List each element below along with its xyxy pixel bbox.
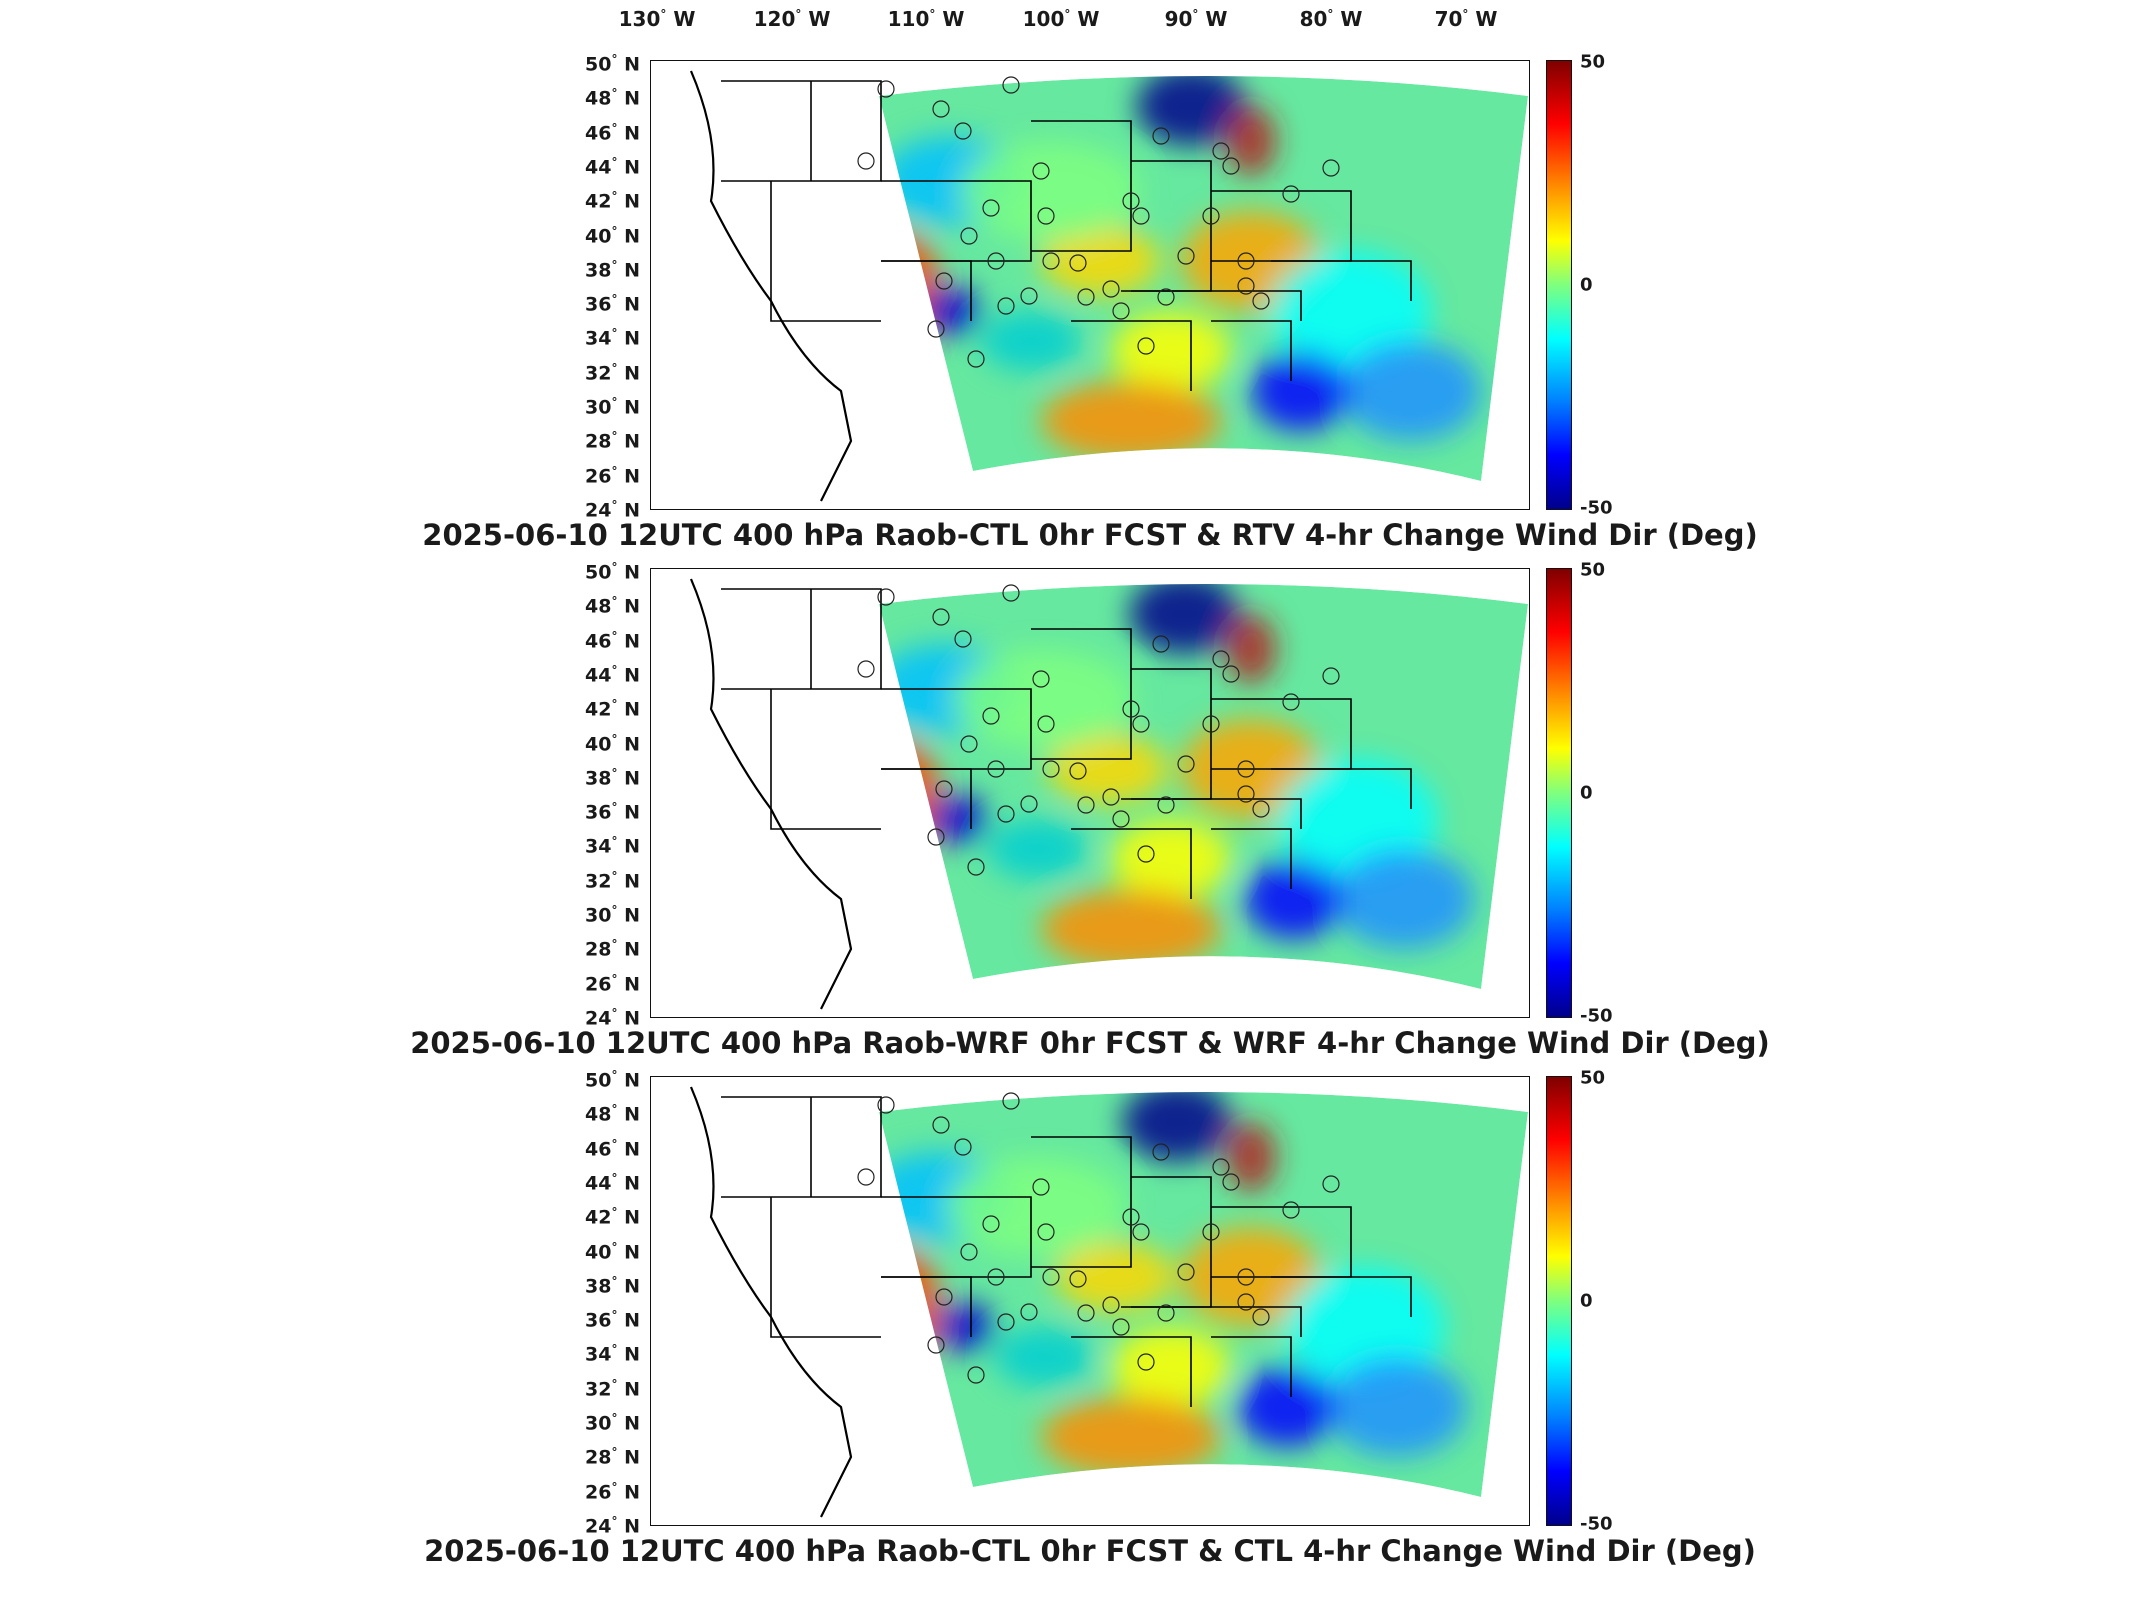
lat-label-46n: 46° N (585, 1136, 640, 1161)
panel-title: 2025-06-10 12UTC 400 hPa Raob-CTL 0hr FC… (424, 1534, 1756, 1568)
lat-label-42n: 42° N (585, 697, 640, 721)
lat-label-24n: 24° N (585, 1006, 640, 1030)
lon-label-80w: 80° W (1299, 7, 1363, 31)
wind-direction-map (689, 578, 1528, 1010)
lon-label-100w: 100° W (1022, 7, 1100, 31)
raob-station-markers (857, 76, 1340, 368)
lat-label-48n: 48° N (585, 594, 640, 618)
lat-label-38n: 38° N (585, 258, 640, 282)
lat-label-46n: 46° N (585, 120, 640, 145)
state-boundaries (689, 1086, 1412, 1518)
lat-label-40n: 40° N (585, 731, 640, 756)
color-field (879, 584, 1528, 989)
colorbar-max-label: 50 (1580, 1067, 1606, 1089)
lat-label-32n: 32° N (585, 1377, 640, 1401)
lat-label-46n: 46° N (585, 628, 640, 653)
lat-label-36n: 36° N (585, 1308, 640, 1332)
lat-label-44n: 44° N (585, 155, 640, 179)
lat-label-26n: 26° N (585, 971, 640, 996)
lat-label-26n: 26° N (585, 463, 640, 488)
lat-label-28n: 28° N (585, 1445, 640, 1469)
map-panel-wrf: 50° N 48° N 46° N 44° N 42° N 40° N 38° N 36° N… (0, 560, 2133, 1078)
lat-label-48n: 48° N (585, 1102, 640, 1126)
wind-direction-map (689, 70, 1528, 502)
lat-label-34n: 34° N (585, 1342, 640, 1367)
state-boundaries (689, 578, 1412, 1010)
panel-title: 2025-06-10 12UTC 400 hPa Raob-CTL 0hr FC… (422, 518, 1758, 552)
raob-station-markers (857, 584, 1340, 876)
colorbar (1546, 568, 1572, 1018)
colorbar-min-label: -50 (1580, 497, 1613, 519)
raob-station-markers (857, 1092, 1340, 1384)
color-field (879, 1092, 1528, 1497)
lat-label-50n: 50° N (585, 1068, 640, 1092)
lat-label-40n: 40° N (585, 1239, 640, 1264)
lon-label-130w: 130° W (618, 7, 696, 31)
lat-label-24n: 24° N (585, 498, 640, 522)
lat-label-32n: 32° N (585, 869, 640, 893)
lat-label-32n: 32° N (585, 361, 640, 385)
lat-label-42n: 42° N (585, 1205, 640, 1229)
lat-label-24n: 24° N (585, 1514, 640, 1538)
colorbar (1546, 1076, 1572, 1526)
wind-direction-map (689, 1086, 1528, 1518)
lat-label-34n: 34° N (585, 326, 640, 351)
lat-label-36n: 36° N (585, 292, 640, 316)
colorbar-min-label: -50 (1580, 1513, 1613, 1535)
lat-label-38n: 38° N (585, 766, 640, 790)
lat-label-44n: 44° N (585, 663, 640, 687)
colorbar-min-label: -50 (1580, 1005, 1613, 1027)
lat-label-40n: 40° N (585, 223, 640, 248)
lon-label-90w: 90° W (1164, 7, 1228, 31)
lat-label-50n: 50° N (585, 52, 640, 76)
colorbar-mid-label: 0 (1580, 274, 1593, 296)
lat-label-44n: 44° N (585, 1171, 640, 1195)
map-panel-ctl: 50° N 48° N 46° N 44° N 42° N 40° N 38° N 36° N… (0, 1068, 2133, 1586)
colorbar (1546, 60, 1572, 510)
lat-label-42n: 42° N (585, 189, 640, 213)
lat-label-36n: 36° N (585, 800, 640, 824)
map-frame (650, 60, 1530, 510)
map-frame (650, 568, 1530, 1018)
state-boundaries (689, 70, 1412, 502)
map-panel-rtv: 50° N 48° N 46° N 44° N 42° N 40° N 38° N 36° N… (0, 52, 2133, 570)
lat-label-28n: 28° N (585, 937, 640, 961)
longitude-axis: 130° W 120° W 110° W 100° W 90° W 80° W … (0, 0, 2133, 40)
map-frame (650, 1076, 1530, 1526)
lat-label-30n: 30° N (585, 395, 640, 419)
lat-label-50n: 50° N (585, 560, 640, 584)
colorbar-mid-label: 0 (1580, 782, 1593, 804)
lat-label-26n: 26° N (585, 1479, 640, 1504)
lat-label-38n: 38° N (585, 1274, 640, 1298)
colorbar-max-label: 50 (1580, 51, 1606, 73)
lon-label-120w: 120° W (753, 7, 831, 31)
lon-label-110w: 110° W (887, 7, 965, 31)
colorbar-mid-label: 0 (1580, 1290, 1593, 1312)
color-field (879, 76, 1528, 481)
lon-label-70w: 70° W (1434, 7, 1498, 31)
lat-label-30n: 30° N (585, 903, 640, 927)
panel-title: 2025-06-10 12UTC 400 hPa Raob-WRF 0hr FC… (410, 1026, 1770, 1060)
lat-label-34n: 34° N (585, 834, 640, 859)
lat-label-30n: 30° N (585, 1411, 640, 1435)
lat-label-28n: 28° N (585, 429, 640, 453)
lat-label-48n: 48° N (585, 86, 640, 110)
colorbar-max-label: 50 (1580, 559, 1606, 581)
